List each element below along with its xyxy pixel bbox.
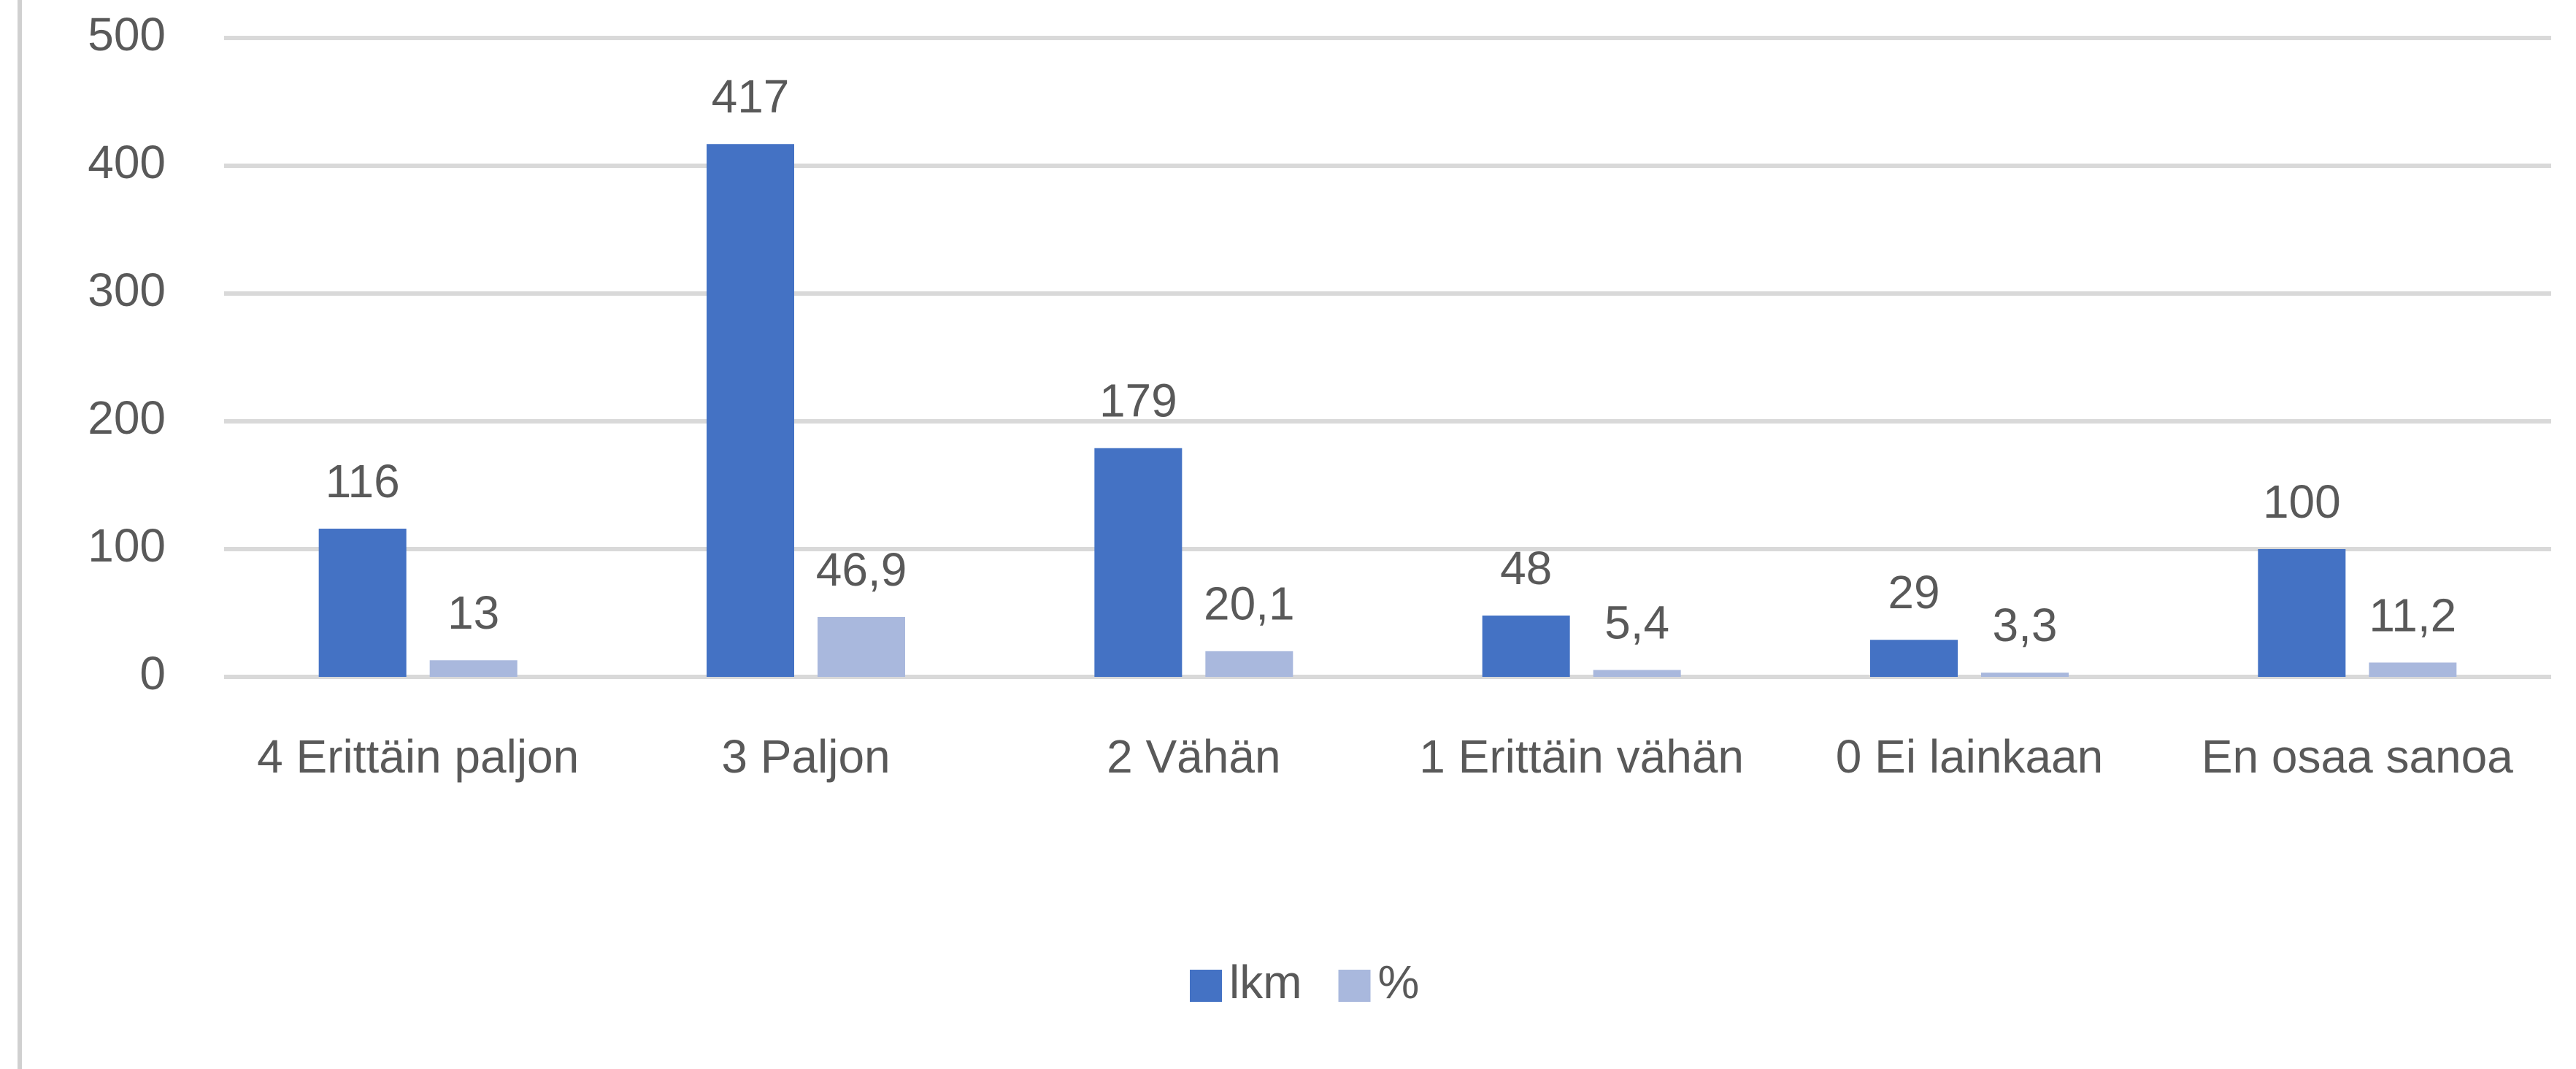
bar [1870, 640, 1958, 677]
y-tick-label: 500 [88, 8, 166, 61]
bar [2258, 549, 2346, 677]
bar [1482, 616, 1570, 677]
y-tick-label: 100 [88, 519, 166, 572]
data-label: 46,9 [816, 543, 907, 596]
x-tick-label: 2 Vähän [1107, 730, 1281, 783]
y-tick-label: 200 [88, 391, 166, 444]
x-tick-label: 0 Ei lainkaan [1835, 730, 2104, 783]
data-label: 100 [2263, 475, 2341, 528]
legend-swatch [1190, 970, 1222, 1002]
data-label: 417 [712, 70, 790, 123]
bar [2369, 662, 2457, 677]
legend-swatch [1338, 970, 1371, 1002]
data-label: 11,2 [2369, 589, 2456, 641]
data-label: 13 [447, 586, 499, 639]
bar [707, 144, 794, 677]
x-tick-label: En osaa sanoa [2201, 730, 2513, 783]
x-tick-label: 1 Erittäin vähän [1419, 730, 1745, 783]
data-label: 29 [1888, 566, 1939, 618]
legend-label: lkm [1229, 956, 1302, 1008]
data-label: 3,3 [1993, 599, 2058, 651]
bar [818, 616, 905, 677]
bar [1981, 673, 2069, 677]
data-label: 20,1 [1204, 578, 1295, 630]
bar [318, 529, 407, 677]
bar [1593, 670, 1681, 677]
data-label: 48 [1500, 542, 1552, 594]
x-tick-label: 3 Paljon [721, 730, 891, 783]
y-tick-label: 0 [139, 647, 166, 700]
data-label: 5,4 [1604, 596, 1669, 648]
bar [429, 660, 518, 677]
y-tick-label: 400 [88, 136, 166, 188]
data-label: 179 [1099, 375, 1177, 427]
x-tick-label: 4 Erittäin paljon [257, 730, 580, 783]
data-label: 116 [326, 455, 400, 507]
legend-label: % [1378, 956, 1420, 1008]
bar [1094, 448, 1183, 677]
y-tick-label: 300 [88, 264, 166, 316]
bar [1205, 651, 1293, 677]
